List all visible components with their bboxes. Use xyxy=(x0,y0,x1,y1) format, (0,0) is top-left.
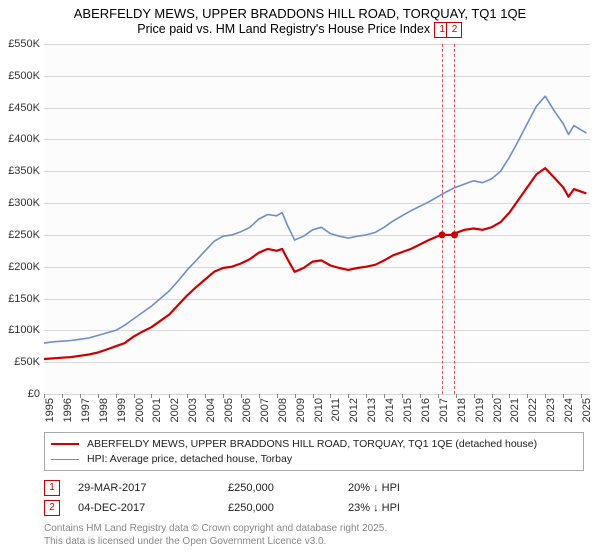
x-tick-label: 2017 xyxy=(438,398,450,422)
legend-label: ABERFELDY MEWS, UPPER BRADDONS HILL ROAD… xyxy=(87,437,537,452)
x-tick-label: 2009 xyxy=(295,398,307,422)
y-tick-label: £500K xyxy=(4,70,40,82)
x-tick-label: 2014 xyxy=(384,398,396,422)
gridline xyxy=(44,394,590,395)
y-tick-label: £100K xyxy=(4,324,40,336)
x-tick-label: 1996 xyxy=(62,398,74,422)
x-tick-label: 2004 xyxy=(205,398,217,422)
y-tick-label: £450K xyxy=(4,102,40,114)
x-tick-label: 2021 xyxy=(509,398,521,422)
x-tick-label: 2010 xyxy=(313,398,325,422)
x-tick-label: 2007 xyxy=(259,398,271,422)
x-tick-label: 2016 xyxy=(420,398,432,422)
y-tick-label: £350K xyxy=(4,165,40,177)
x-tick-label: 2005 xyxy=(223,398,235,422)
sale-marker-box: 2 xyxy=(446,22,462,38)
x-tick-label: 1995 xyxy=(44,398,56,422)
title-line-2: Price paid vs. HM Land Registry's House … xyxy=(0,22,600,38)
x-tick-label: 2013 xyxy=(366,398,378,422)
sale-date: 29-MAR-2017 xyxy=(78,482,228,494)
sale-date: 04-DEC-2017 xyxy=(78,502,228,514)
x-tick-label: 2008 xyxy=(277,398,289,422)
x-tick-label: 2002 xyxy=(169,398,181,422)
series-line-hpi xyxy=(44,96,586,343)
x-tick-label: 2022 xyxy=(527,398,539,422)
series-line-price_paid xyxy=(44,168,586,359)
sale-row: 2 04-DEC-2017 £250,000 23% ↓ HPI xyxy=(44,498,584,518)
legend-swatch-hpi xyxy=(51,459,79,460)
sale-marker-badge: 1 xyxy=(44,480,60,496)
y-tick-label: £150K xyxy=(4,293,40,305)
sale-row: 1 29-MAR-2017 £250,000 20% ↓ HPI xyxy=(44,478,584,498)
chart-title: ABERFELDY MEWS, UPPER BRADDONS HILL ROAD… xyxy=(0,0,600,38)
y-tick-label: £550K xyxy=(4,38,40,50)
x-tick-label: 2011 xyxy=(330,398,342,422)
y-tick-label: £400K xyxy=(4,133,40,145)
x-tick-label: 2019 xyxy=(474,398,486,422)
y-tick-label: £300K xyxy=(4,197,40,209)
sales-table: 1 29-MAR-2017 £250,000 20% ↓ HPI 2 04-DE… xyxy=(44,478,584,518)
sale-price: £250,000 xyxy=(228,482,348,494)
title-line-1: ABERFELDY MEWS, UPPER BRADDONS HILL ROAD… xyxy=(0,6,600,22)
x-tick-label: 2023 xyxy=(545,398,557,422)
x-tick-label: 2006 xyxy=(241,398,253,422)
legend: ABERFELDY MEWS, UPPER BRADDONS HILL ROAD… xyxy=(44,432,584,471)
x-tick-label: 1999 xyxy=(116,398,128,422)
series-lines xyxy=(44,44,590,394)
y-tick-label: £50K xyxy=(4,356,40,368)
x-tick-label: 2025 xyxy=(581,398,593,422)
sale-hpi-diff: 20% ↓ HPI xyxy=(348,482,468,494)
sale-dot xyxy=(451,231,458,238)
x-tick-label: 2000 xyxy=(134,398,146,422)
attribution: Contains HM Land Registry data © Crown c… xyxy=(44,522,387,548)
attribution-line: Contains HM Land Registry data © Crown c… xyxy=(44,522,387,535)
legend-row: ABERFELDY MEWS, UPPER BRADDONS HILL ROAD… xyxy=(51,437,577,452)
x-tick-label: 2015 xyxy=(402,398,414,422)
chart-container: ABERFELDY MEWS, UPPER BRADDONS HILL ROAD… xyxy=(0,0,600,560)
x-tick-label: 2012 xyxy=(348,398,360,422)
x-tick-label: 1998 xyxy=(98,398,110,422)
sale-marker-badge: 2 xyxy=(44,500,60,516)
y-tick-label: £200K xyxy=(4,261,40,273)
legend-row: HPI: Average price, detached house, Torb… xyxy=(51,452,577,467)
x-tick-label: 2003 xyxy=(187,398,199,422)
x-tick-label: 2020 xyxy=(492,398,504,422)
legend-label: HPI: Average price, detached house, Torb… xyxy=(87,452,292,467)
y-tick-label: £250K xyxy=(4,229,40,241)
x-tick-label: 2024 xyxy=(563,398,575,422)
sale-price: £250,000 xyxy=(228,502,348,514)
x-tick-label: 1997 xyxy=(80,398,92,422)
sale-dot xyxy=(439,231,446,238)
x-tick-label: 2018 xyxy=(456,398,468,422)
attribution-line: This data is licensed under the Open Gov… xyxy=(44,535,387,548)
y-tick-label: £0 xyxy=(4,388,40,400)
plot-area: 12 xyxy=(44,44,590,394)
sale-hpi-diff: 23% ↓ HPI xyxy=(348,502,468,514)
x-tick-label: 2001 xyxy=(151,398,163,422)
legend-swatch-price-paid xyxy=(51,443,79,445)
